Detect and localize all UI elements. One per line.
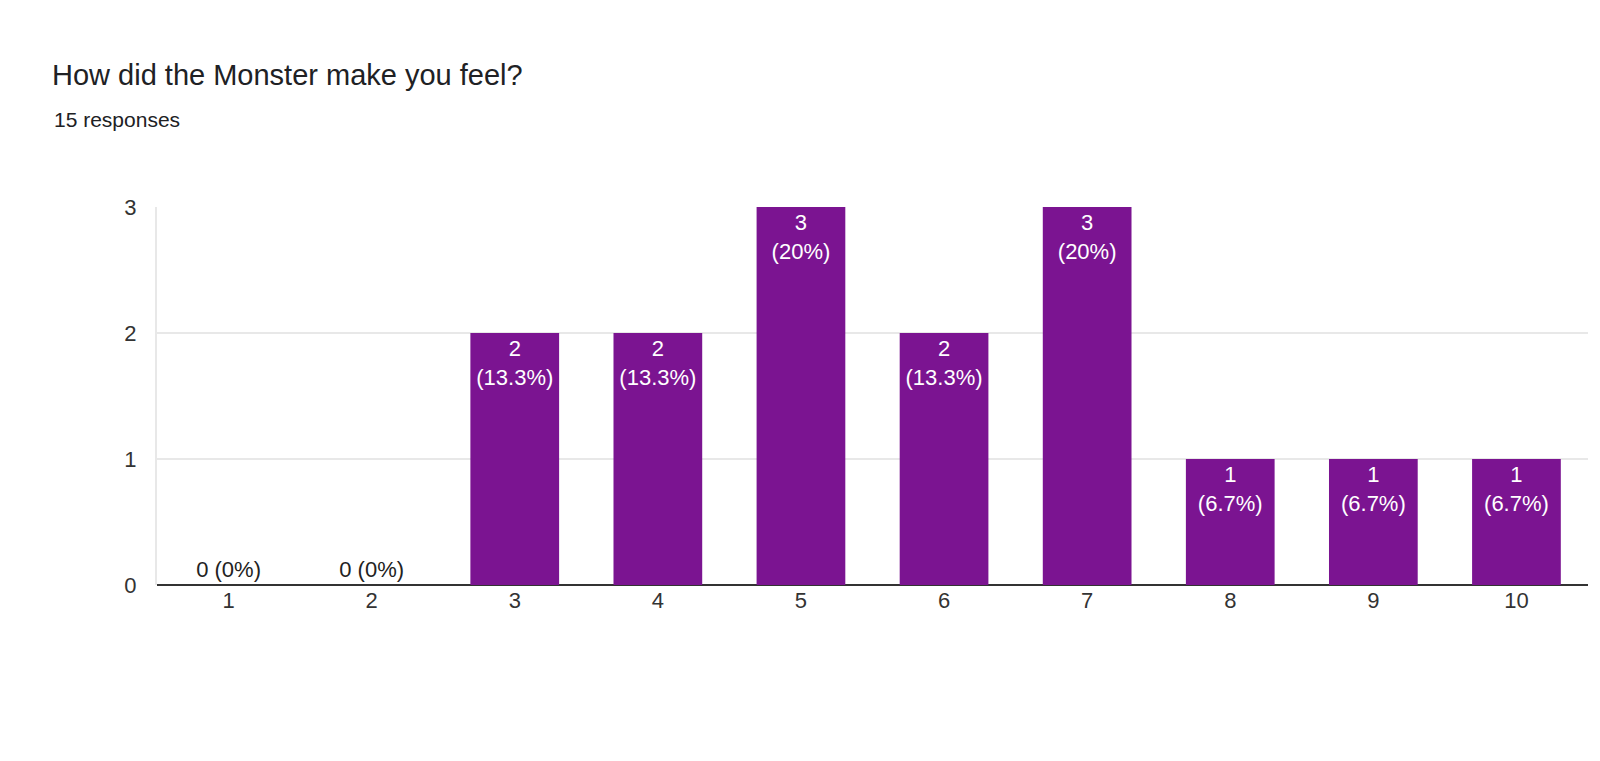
svg-text:9: 9 — [1367, 588, 1379, 613]
svg-text:15 responses: 15 responses — [54, 108, 180, 131]
svg-text:3: 3 — [509, 588, 521, 613]
svg-text:1: 1 — [222, 588, 234, 613]
svg-text:3(20%): 3(20%) — [772, 210, 831, 264]
svg-text:How did the Monster make you f: How did the Monster make you feel? — [52, 59, 523, 91]
svg-text:0 (0%): 0 (0%) — [339, 557, 404, 582]
svg-text:8: 8 — [1224, 588, 1236, 613]
svg-text:1: 1 — [124, 447, 136, 472]
svg-text:4: 4 — [652, 588, 664, 613]
svg-text:0 (0%): 0 (0%) — [196, 557, 261, 582]
svg-text:1(6.7%): 1(6.7%) — [1341, 462, 1406, 516]
svg-text:5: 5 — [795, 588, 807, 613]
svg-text:2(13.3%): 2(13.3%) — [619, 336, 696, 390]
svg-text:0: 0 — [124, 573, 136, 598]
svg-text:3: 3 — [124, 195, 136, 220]
svg-text:2: 2 — [366, 588, 378, 613]
svg-text:2(13.3%): 2(13.3%) — [476, 336, 553, 390]
svg-text:2: 2 — [124, 321, 136, 346]
svg-text:1(6.7%): 1(6.7%) — [1484, 462, 1549, 516]
svg-text:6: 6 — [938, 588, 950, 613]
svg-text:2(13.3%): 2(13.3%) — [906, 336, 983, 390]
svg-text:10: 10 — [1504, 588, 1528, 613]
svg-text:1(6.7%): 1(6.7%) — [1198, 462, 1263, 516]
svg-text:3(20%): 3(20%) — [1058, 210, 1117, 264]
svg-text:7: 7 — [1081, 588, 1093, 613]
